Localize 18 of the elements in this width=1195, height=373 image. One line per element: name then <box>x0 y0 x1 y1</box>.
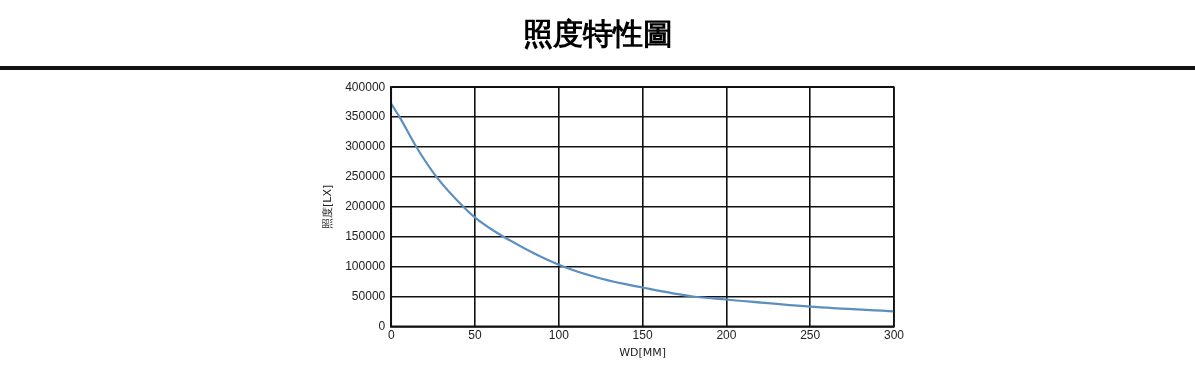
y-tick-label: 400000 <box>345 79 386 94</box>
x-tick-label: 150 <box>632 327 653 342</box>
y-tick-label: 350000 <box>345 109 386 124</box>
chart-title: 照度特性圖 <box>521 16 674 52</box>
x-tick-label: 250 <box>800 327 821 342</box>
x-tick-label: 200 <box>716 327 737 342</box>
y-tick-label: 150000 <box>345 229 386 244</box>
x-tick-label: 300 <box>883 327 905 342</box>
y-tick-label: 50000 <box>351 288 386 303</box>
x-axis-title: WD[MM] <box>619 346 667 360</box>
y-tick-label: 300000 <box>345 139 386 154</box>
y-axis-title: 照度[LX] <box>321 184 335 229</box>
y-tick-label: 200000 <box>345 199 386 214</box>
line-series <box>391 102 894 313</box>
x-tick-label: 100 <box>548 327 570 342</box>
y-tick-label: 250000 <box>345 169 386 184</box>
y-tick-label: 100000 <box>345 258 386 273</box>
x-tick-label: 50 <box>468 327 483 342</box>
